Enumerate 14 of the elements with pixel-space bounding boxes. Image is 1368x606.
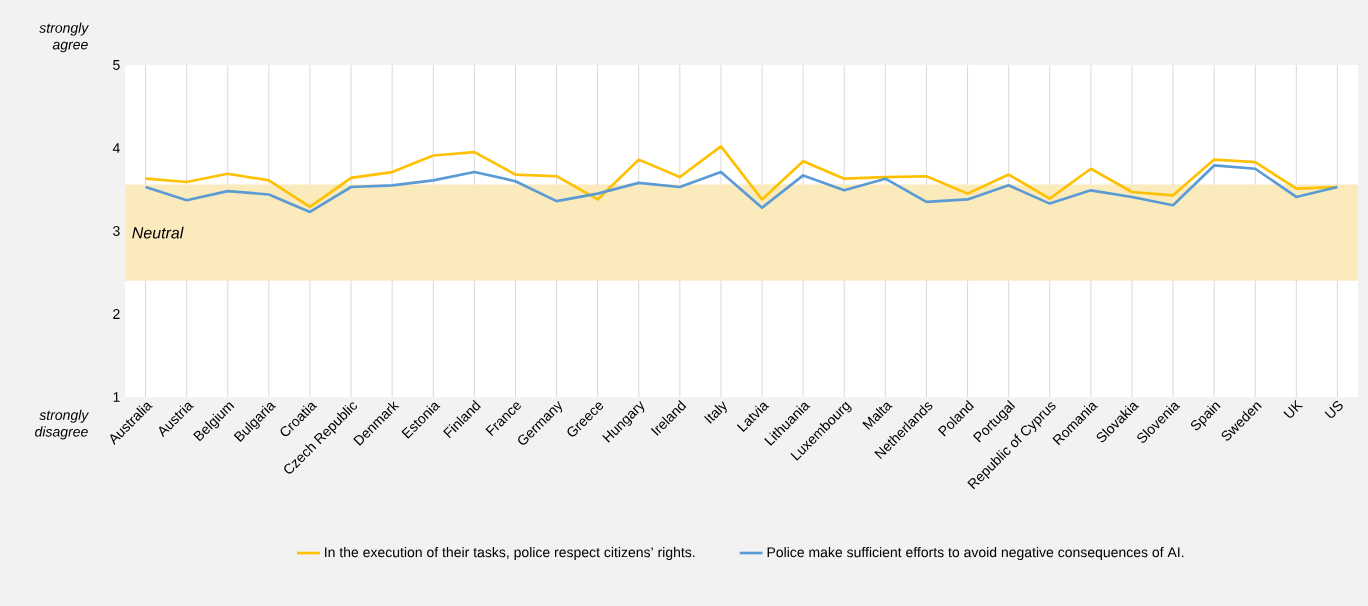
x-tick-label: UK [1283, 399, 1304, 418]
x-tick-label: Italy [704, 401, 727, 424]
text: strongly disagree [35, 409, 89, 440]
legend-label: In the execution of their tasks, police respect citizens’ rights. [325, 546, 695, 561]
legend-label: Police make sufficient efforts to avoid negative consequences of AI. [767, 546, 1184, 561]
x-tick-label: US [1324, 401, 1343, 418]
y-tick-label: 4 [112, 143, 120, 153]
y-tick-label: 1 [113, 392, 120, 402]
line-series [144, 164, 1339, 214]
y-tick-label: 2 [113, 309, 120, 319]
y-tick-label: 3 [113, 226, 120, 236]
y-tick-label: 5 [113, 60, 120, 70]
text: strongly agree [39, 22, 89, 53]
band-label: Neutral [132, 226, 184, 239]
